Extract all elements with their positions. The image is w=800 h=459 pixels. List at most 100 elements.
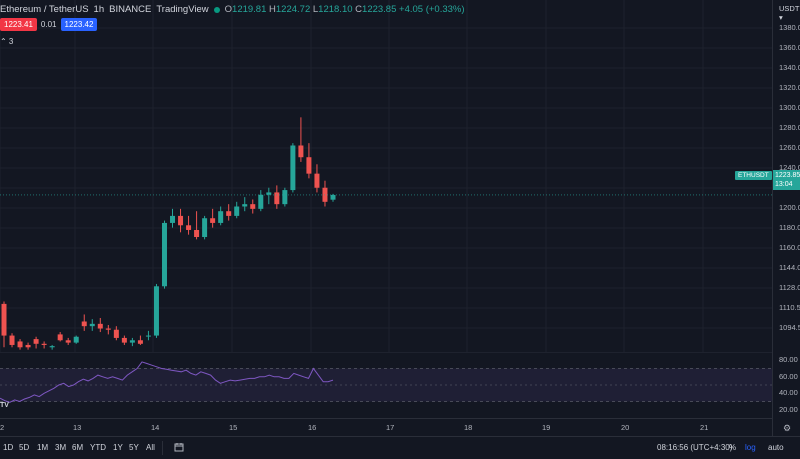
candle-chart[interactable]	[0, 0, 772, 352]
time-scale-label: 14	[151, 423, 160, 432]
low-label: L	[312, 4, 319, 15]
candle-body	[41, 343, 47, 345]
candle-body	[242, 204, 248, 207]
bottom-toolbar: 1D 5D 1M 3M 6M YTD 1Y 5Y All 08:16:56 (UTC+4:30)…	[0, 436, 800, 459]
bar-countdown: 13:04	[775, 181, 793, 188]
range-button-1m[interactable]: 1M	[37, 443, 49, 452]
time-scale-label: 20	[621, 423, 630, 432]
candle-body	[145, 335, 151, 337]
chart-area[interactable]: Ethereum / TetherUS 1h BINANCE TradingVi…	[0, 0, 772, 436]
last-price-tag: 1223.85 13:04	[773, 170, 800, 190]
candle-body	[330, 194, 336, 200]
change-value: +4.05 (+0.33%)	[399, 4, 465, 15]
price-scale-label: 1380.00	[779, 23, 800, 32]
candle-body	[274, 192, 280, 205]
candle-body	[186, 225, 192, 230]
price-scale-label: 1180.00	[779, 223, 800, 232]
percent-toggle[interactable]: %	[729, 443, 737, 452]
candle-body	[306, 157, 312, 174]
candle-body	[226, 211, 232, 216]
candle-body	[282, 190, 288, 205]
candle-body	[234, 206, 240, 216]
symbol-name[interactable]: Ethereum / TetherUS	[0, 4, 89, 15]
price-scale-label: 1300.00	[779, 103, 800, 112]
low-value: 1218.10	[318, 4, 353, 15]
ohlc-values: O1219.81 H1224.72 L1218.10 C1223.85 +4.0…	[225, 4, 465, 15]
close-value: 1223.85	[362, 4, 397, 15]
market-status-icon	[213, 6, 220, 13]
close-label: C	[355, 4, 363, 15]
candle-body	[153, 286, 159, 336]
candle-body	[202, 218, 208, 238]
clock[interactable]: 08:16:56 (UTC+4:30)	[657, 443, 733, 452]
price-scale[interactable]: USDT ▾ 1380.00 1360.00 1340.00 1320.00 1300.…	[772, 0, 800, 436]
candle-body	[105, 328, 111, 330]
price-scale-label: 1360.00	[779, 43, 800, 52]
price-scale-label: 1340.00	[779, 63, 800, 72]
quote-row: 1223.41 0.01 1223.42	[0, 18, 98, 31]
high-value: 1224.72	[275, 4, 311, 15]
time-scale-label: 21	[700, 423, 709, 432]
toolbar-divider	[162, 441, 163, 455]
sell-button[interactable]: 1223.41	[0, 18, 37, 31]
spread-value: 0.01	[40, 20, 57, 29]
candle-body	[161, 222, 167, 287]
time-scale-label: 13	[73, 423, 82, 432]
settings-icon[interactable]: ⚙	[783, 423, 792, 433]
range-button-1y[interactable]: 1Y	[113, 443, 123, 452]
range-button-6m[interactable]: 6M	[72, 443, 84, 452]
currency-selector[interactable]: USDT ▾	[779, 4, 800, 22]
source-label: TradingView	[156, 4, 209, 15]
rsi-scale-label: 60.00	[779, 371, 798, 381]
candle-body	[73, 336, 79, 343]
candle-body	[49, 346, 55, 348]
collapse-indicators-button[interactable]: ⌃ 3	[0, 37, 14, 46]
calendar-icon[interactable]	[174, 442, 184, 452]
interval-label: 1h	[93, 4, 105, 15]
time-scale-label: 18	[464, 423, 473, 432]
time-scale-label: 15	[229, 423, 238, 432]
candle-body	[17, 341, 23, 348]
price-scale-label: 1128.00	[779, 283, 800, 292]
rsi-panel[interactable]	[0, 352, 772, 418]
candle-body	[178, 215, 184, 226]
candle-body	[129, 340, 135, 343]
candle-body	[266, 192, 272, 195]
price-scale-label: 1160.00	[779, 243, 800, 252]
candle-body	[258, 194, 264, 209]
price-scale-label: 1280.00	[779, 123, 800, 132]
rsi-line	[0, 361, 334, 403]
time-scale-label: 2	[0, 423, 5, 432]
range-button-3m[interactable]: 3M	[55, 443, 67, 452]
price-scale-label: 1144.00	[779, 263, 800, 272]
auto-toggle[interactable]: auto	[768, 443, 784, 452]
open-value: 1219.81	[232, 4, 267, 15]
last-price-value: 1223.85	[775, 172, 800, 179]
time-scale-label: 17	[386, 423, 395, 432]
range-button-1d[interactable]: 1D	[3, 443, 14, 452]
range-button-5d[interactable]: 5D	[19, 443, 30, 452]
range-button-ytd[interactable]: YTD	[90, 443, 106, 452]
symbol-price-tag: ETHUSDT	[735, 171, 772, 180]
log-toggle[interactable]: log	[745, 443, 756, 452]
candle-body	[65, 340, 71, 343]
candle-body	[250, 204, 256, 209]
candle-body	[89, 323, 95, 327]
buy-button[interactable]: 1223.42	[60, 18, 98, 31]
candle-body	[194, 229, 200, 238]
tv-logo[interactable]: TV	[0, 402, 9, 409]
candle-body	[57, 334, 63, 341]
price-scale-label: 1240.00	[779, 163, 800, 172]
candle-body	[218, 211, 224, 223]
price-scale-label: 1260.00	[779, 143, 800, 152]
range-button-all[interactable]: All	[146, 443, 155, 452]
candle-body	[25, 344, 31, 348]
rsi-scale-label: 40.00	[779, 388, 798, 398]
exchange-label: BINANCE	[109, 4, 152, 15]
range-button-5y[interactable]: 5Y	[129, 443, 139, 452]
time-scale-label: 16	[308, 423, 317, 432]
chart-legend: Ethereum / TetherUS 1h BINANCE TradingVi…	[0, 4, 465, 15]
candle-body	[9, 335, 15, 345]
high-label: H	[269, 4, 276, 15]
time-scale[interactable]: 2 13 14 15 16 17 18 19 20 21	[0, 418, 772, 437]
